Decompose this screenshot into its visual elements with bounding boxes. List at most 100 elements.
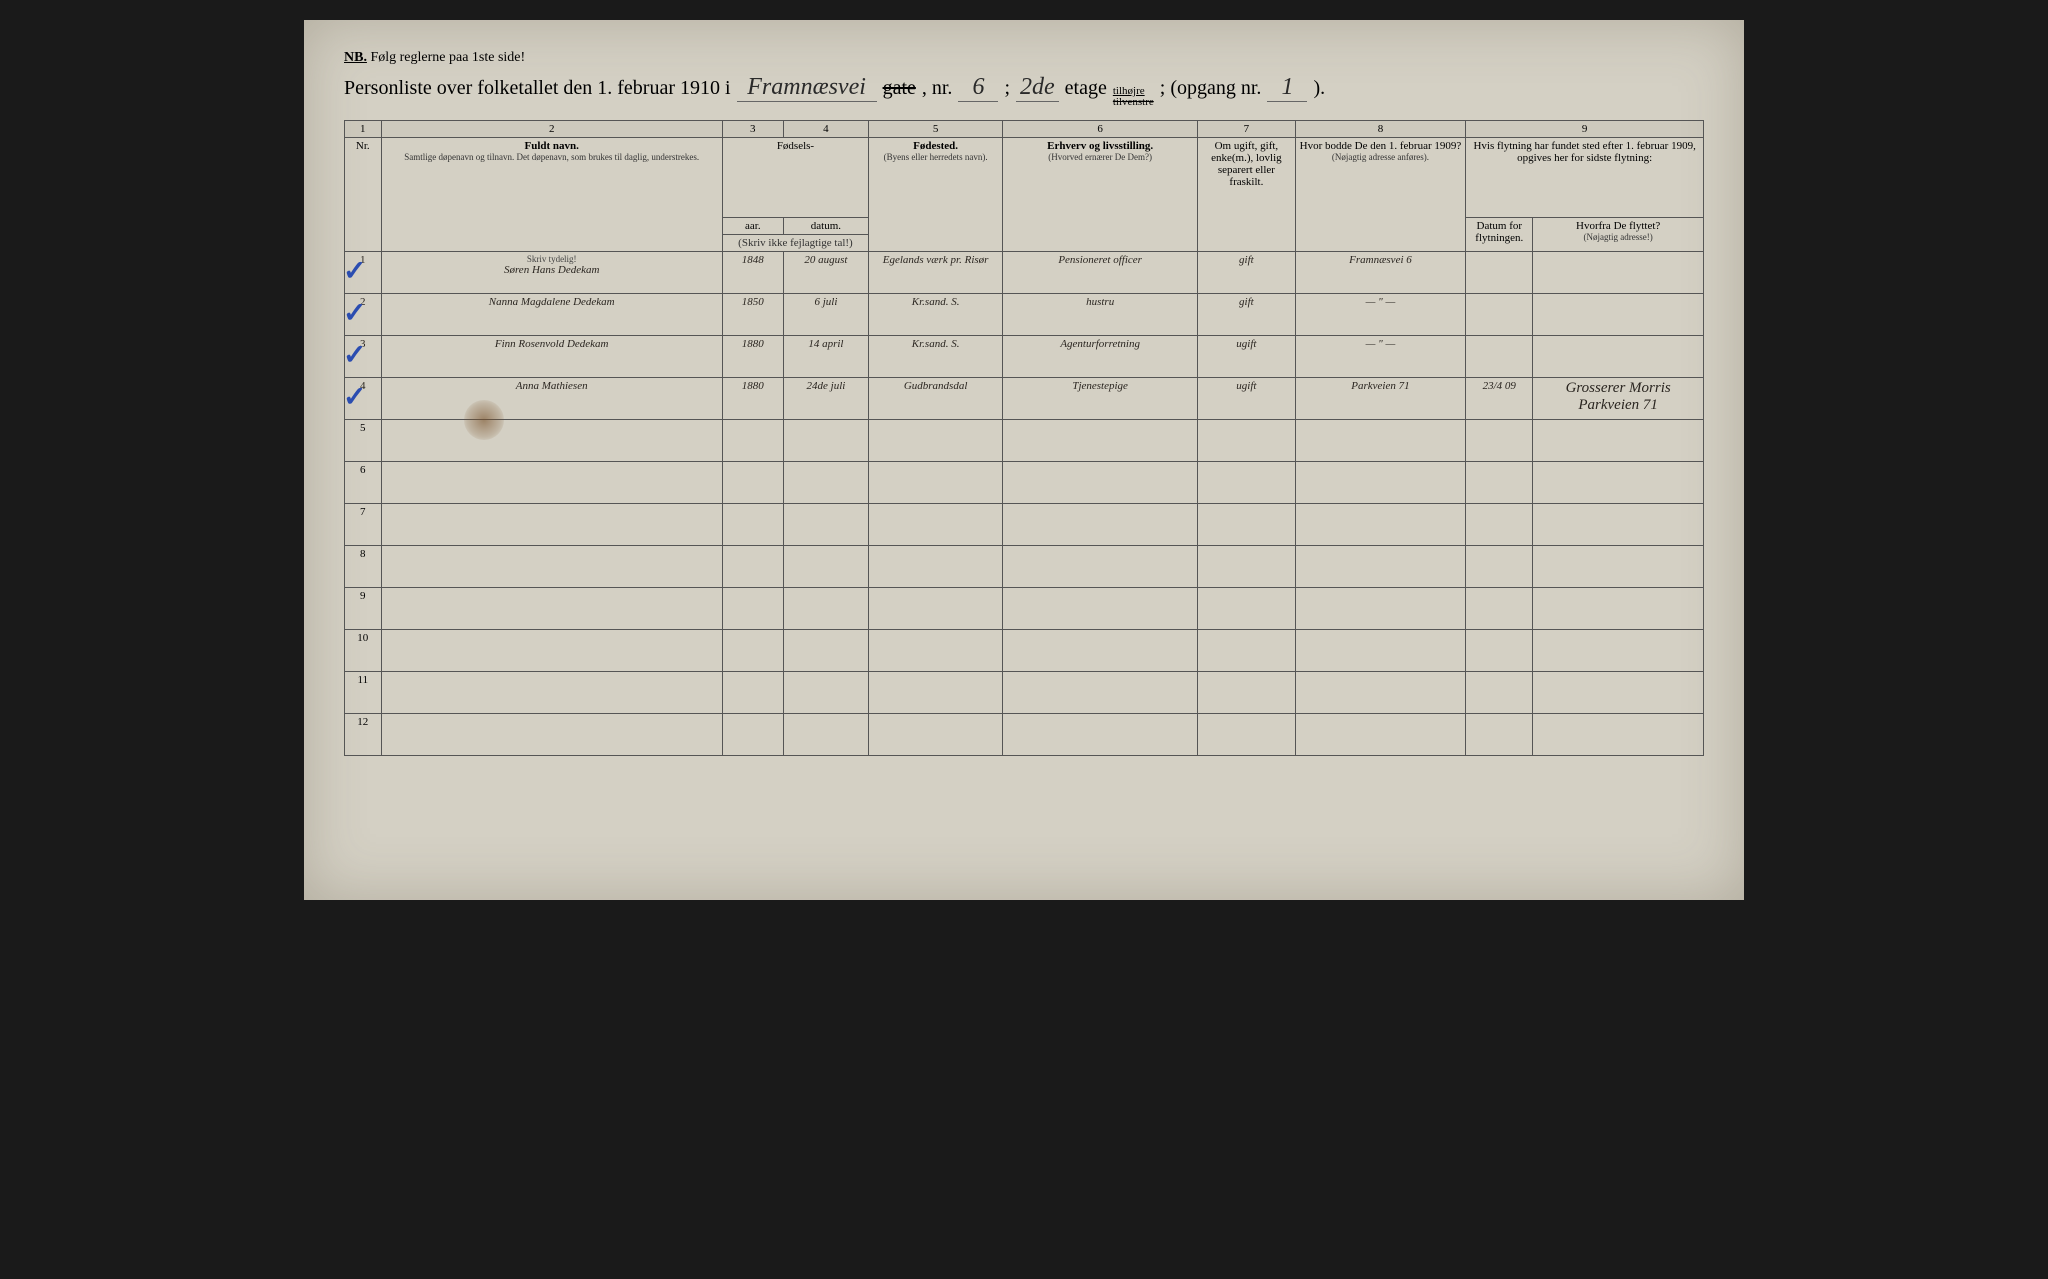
empty-cell [869, 672, 1003, 714]
hdr-birthplace-title: Fødested. [873, 140, 998, 152]
cell-addr1909: — " — [1295, 294, 1466, 336]
table-row: 7 [345, 504, 1704, 546]
empty-cell [1295, 588, 1466, 630]
title-prefix: Personliste over folketallet den 1. febr… [344, 77, 731, 100]
empty-cell [869, 462, 1003, 504]
empty-cell [869, 546, 1003, 588]
etage-label: etage [1065, 77, 1107, 100]
census-page: NB. Følg reglerne paa 1ste side! Personl… [304, 20, 1744, 900]
cell-date: 6 juli [783, 294, 868, 336]
cell-year: 1880 [722, 378, 783, 420]
empty-cell [783, 462, 868, 504]
cell-movefrom: Grosserer Morris Parkveien 71 [1533, 378, 1704, 420]
empty-cell [722, 546, 783, 588]
table-row: 9 [345, 588, 1704, 630]
title-close: ). [1313, 77, 1325, 100]
cell-addr1909: — " — [1295, 336, 1466, 378]
table-row: 10 [345, 630, 1704, 672]
empty-cell [869, 630, 1003, 672]
cell-movedate [1466, 252, 1533, 294]
hdr-occupation-sub: (Hvorved ernærer De Dem?) [1007, 152, 1193, 162]
row-nr: 10 [345, 630, 382, 672]
cell-movedate: 23/4 09 [1466, 378, 1533, 420]
hdr-addr1909-sub: (Nøjagtig adresse anføres). [1300, 152, 1462, 162]
empty-cell [783, 714, 868, 756]
hdr-birthplace: Fødested. (Byens eller herredets navn). [869, 138, 1003, 252]
empty-cell [1533, 714, 1704, 756]
side-choice: tilhøjre tilvenstre [1113, 86, 1154, 108]
title-line: Personliste over folketallet den 1. febr… [344, 74, 1704, 108]
empty-cell [869, 420, 1003, 462]
cell-year: 1880 [722, 336, 783, 378]
empty-cell [722, 504, 783, 546]
opgang-label: ; (opgang nr. [1160, 77, 1262, 100]
row-nr: ✓4 [345, 378, 382, 420]
empty-cell [1003, 588, 1198, 630]
row-nr: 6 [345, 462, 382, 504]
cell-date: 20 august [783, 252, 868, 294]
hdr-movefrom: Hvorfra De flyttet? (Nøjagtig adresse!) [1533, 218, 1704, 252]
empty-cell [1003, 462, 1198, 504]
skriv-tydelig-note: Skriv tydelig! [386, 254, 718, 264]
empty-cell [1198, 420, 1296, 462]
table-row: 11 [345, 672, 1704, 714]
hdr-birthplace-sub: (Byens eller herredets navn). [873, 152, 998, 162]
cell-date: 14 april [783, 336, 868, 378]
empty-cell [1003, 546, 1198, 588]
cell-year: 1848 [722, 252, 783, 294]
empty-cell [783, 672, 868, 714]
cell-movedate [1466, 336, 1533, 378]
colnum-2: 2 [381, 121, 722, 138]
empty-cell [722, 462, 783, 504]
cell-birthplace: Kr.sand. S. [869, 336, 1003, 378]
colnum-4: 4 [783, 121, 868, 138]
cell-addr1909: Framnæsvei 6 [1295, 252, 1466, 294]
empty-cell [1198, 630, 1296, 672]
empty-cell [1198, 672, 1296, 714]
empty-cell [722, 588, 783, 630]
empty-cell [381, 588, 722, 630]
row-nr: ✓1 [345, 252, 382, 294]
row-nr: 11 [345, 672, 382, 714]
empty-cell [1198, 462, 1296, 504]
colnum-3: 3 [722, 121, 783, 138]
row-nr: 7 [345, 504, 382, 546]
table-row: ✓2Nanna Magdalene Dedekam18506 juliKr.sa… [345, 294, 1704, 336]
cell-birthplace: Gudbrandsdal [869, 378, 1003, 420]
house-nr: 6 [958, 74, 998, 102]
hdr-flytning: Hvis flytning har fundet sted efter 1. f… [1466, 138, 1704, 218]
header-row-1: Nr. Fuldt navn. Samtlige døpenavn og til… [345, 138, 1704, 218]
colnum-9: 9 [1466, 121, 1704, 138]
empty-cell [381, 630, 722, 672]
cell-name: Skriv tydelig!Søren Hans Dedekam [381, 252, 722, 294]
empty-cell [1003, 420, 1198, 462]
empty-cell [783, 504, 868, 546]
empty-cell [722, 672, 783, 714]
hdr-fodsels: Fødsels- [722, 138, 868, 218]
cell-name: Finn Rosenvold Dedekam [381, 336, 722, 378]
empty-cell [1198, 504, 1296, 546]
cell-occupation: Tjenestepige [1003, 378, 1198, 420]
nr-label: , nr. [922, 77, 953, 100]
cell-name: Nanna Magdalene Dedekam [381, 294, 722, 336]
row-nr: ✓3 [345, 336, 382, 378]
cell-movefrom [1533, 336, 1704, 378]
row-nr: 12 [345, 714, 382, 756]
nb-label: NB. [344, 50, 367, 65]
empty-cell [1466, 588, 1533, 630]
checkmark-icon: ✓ [343, 296, 366, 329]
cell-marital: gift [1198, 252, 1296, 294]
cell-occupation: hustru [1003, 294, 1198, 336]
hdr-name-sub: Samtlige døpenavn og tilnavn. Det døpena… [386, 152, 718, 162]
empty-cell [722, 420, 783, 462]
empty-cell [1466, 504, 1533, 546]
empty-cell [381, 462, 722, 504]
colnum-7: 7 [1198, 121, 1296, 138]
hdr-name: Fuldt navn. Samtlige døpenavn og tilnavn… [381, 138, 722, 252]
cell-year: 1850 [722, 294, 783, 336]
cell-marital: ugift [1198, 378, 1296, 420]
floor-nr: 2de [1016, 74, 1059, 102]
hdr-datum: datum. [783, 218, 868, 235]
hdr-movefrom-sub: (Nøjagtig adresse!) [1537, 232, 1699, 242]
cell-occupation: Pensioneret officer [1003, 252, 1198, 294]
